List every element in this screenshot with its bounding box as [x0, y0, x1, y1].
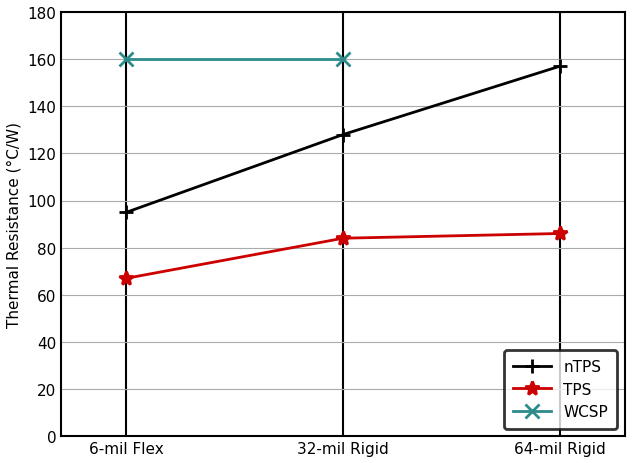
WCSP	[339, 57, 347, 63]
Y-axis label: Thermal Resistance (°C/W): Thermal Resistance (°C/W)	[7, 122, 22, 327]
nTPS	[123, 210, 130, 216]
WCSP	[123, 57, 130, 63]
Legend: nTPS, TPS, WCSP: nTPS, TPS, WCSP	[504, 350, 617, 429]
Line: WCSP: WCSP	[119, 53, 350, 67]
Line: nTPS: nTPS	[119, 60, 567, 220]
nTPS	[339, 132, 347, 138]
Line: TPS: TPS	[119, 227, 567, 286]
nTPS	[556, 64, 564, 70]
TPS	[339, 236, 347, 242]
TPS	[556, 231, 564, 237]
TPS	[123, 276, 130, 282]
